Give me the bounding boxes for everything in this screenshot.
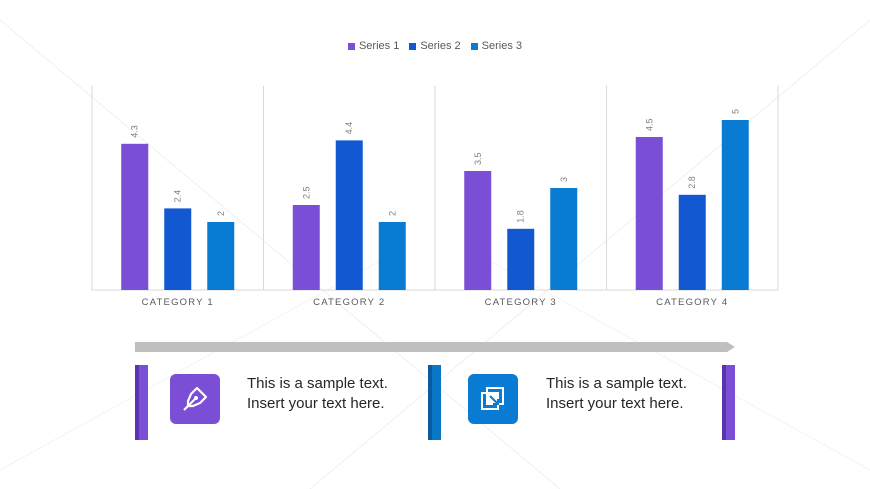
data-label: 2.5 [301, 186, 311, 199]
data-label: 1.8 [516, 210, 526, 223]
bar-2-3 [507, 228, 535, 290]
timeline-arrow-head [727, 342, 735, 352]
data-label: 3 [559, 177, 569, 182]
data-label: 2 [387, 211, 397, 216]
bar-3-3 [550, 188, 578, 290]
bar-1-3 [464, 171, 492, 290]
legend-item-series-2: Series 2 [409, 40, 461, 52]
chart-legend: Series 1 Series 2 Series 3 [0, 40, 870, 52]
accent-bar-middle [428, 365, 441, 440]
legend-swatch [470, 42, 478, 50]
legend-swatch [409, 42, 417, 50]
card-text-2: This is a sample text. Insert your text … [546, 375, 687, 412]
data-label: 4.4 [344, 122, 354, 135]
bar-3-4 [721, 120, 749, 290]
legend-item-series-3: Series 3 [470, 40, 523, 52]
data-label: 4.5 [644, 118, 654, 131]
category-label: CATEGORY 1 [142, 297, 214, 308]
legend-label: Series 2 [420, 40, 461, 52]
category-label: CATEGORY 3 [485, 297, 557, 308]
data-label: 4.3 [130, 125, 140, 138]
category-label: CATEGORY 2 [313, 297, 385, 308]
card-text-1: This is a sample text. Insert your text … [247, 375, 388, 412]
bar-1-1 [121, 143, 149, 290]
legend-label: Series 1 [358, 40, 400, 52]
data-label: 2.4 [173, 190, 183, 203]
data-label: 5 [730, 109, 740, 114]
legend-label: Series 3 [481, 40, 523, 52]
bar-3-1 [207, 222, 235, 290]
legend-swatch [347, 42, 355, 50]
bar-2-4 [678, 194, 706, 290]
category-label: CATEGORY 4 [656, 297, 728, 308]
bar-2-1 [164, 208, 192, 290]
pen-nib-icon [170, 374, 220, 424]
data-label: 2.8 [687, 176, 697, 189]
legend-item-series-1: Series 1 [347, 40, 400, 52]
bar-1-4 [635, 137, 663, 290]
bar-1-2 [292, 205, 320, 290]
resize-arrow-icon [468, 374, 518, 424]
accent-bar-left [135, 365, 148, 440]
data-label: 3.5 [473, 152, 483, 165]
accent-bar-right [722, 365, 735, 440]
bar-3-2 [378, 222, 406, 290]
bar-2-2 [335, 140, 363, 290]
timeline-arrow-bar [135, 342, 727, 352]
data-label: 2 [216, 211, 226, 216]
